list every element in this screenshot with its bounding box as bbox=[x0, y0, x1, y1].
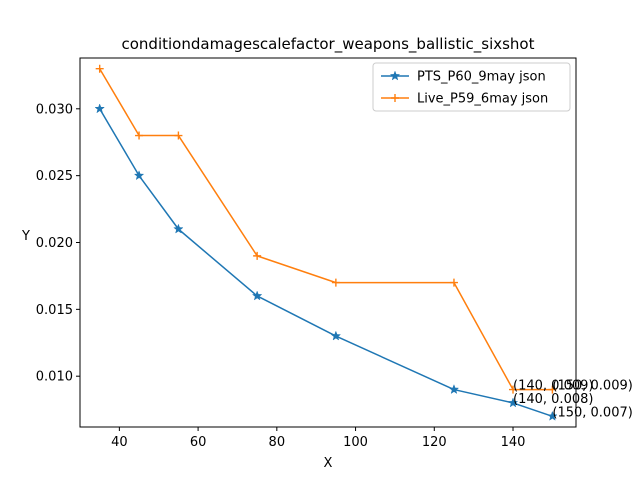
legend-entry: PTS_P60_9may json bbox=[381, 70, 546, 85]
x-tick-label: 80 bbox=[269, 435, 286, 450]
legend-entry: Live_P59_6may json bbox=[381, 92, 548, 107]
axes-frame bbox=[79, 57, 577, 428]
y-tick-label: 0.010 bbox=[36, 370, 73, 385]
y-tick-label: 0.025 bbox=[36, 169, 73, 184]
data-point bbox=[507, 397, 519, 408]
legend-box bbox=[372, 62, 571, 112]
y-tick-label: 0.020 bbox=[36, 236, 73, 251]
x-axis-label: X bbox=[324, 456, 333, 471]
x-tick-label: 60 bbox=[190, 435, 207, 450]
y-axis-label: Y bbox=[21, 229, 30, 244]
data-point bbox=[173, 223, 184, 234]
data-point bbox=[133, 170, 145, 181]
x-tick-label: 40 bbox=[111, 435, 128, 450]
legend: PTS_P60_9may json Live_P59_6may json bbox=[372, 62, 571, 112]
data-point bbox=[95, 64, 104, 73]
x-tick-label: 120 bbox=[422, 435, 447, 450]
legend-marker bbox=[389, 70, 401, 81]
series-line bbox=[99, 108, 553, 418]
x-axis: 40 60 80 100 120 140 bbox=[111, 427, 525, 450]
data-point bbox=[94, 103, 105, 114]
point-annotation: (140, 0.009) bbox=[513, 379, 593, 394]
data-point bbox=[331, 278, 340, 287]
series-2 bbox=[95, 64, 557, 394]
data-point bbox=[509, 385, 518, 394]
data-point bbox=[448, 384, 460, 395]
point-annotation: (150, 0.007) bbox=[552, 405, 632, 420]
point-annotation: (150, 0.009) bbox=[552, 379, 632, 394]
y-tick-label: 0.030 bbox=[36, 102, 73, 117]
data-point bbox=[449, 278, 458, 287]
x-tick-label: 140 bbox=[501, 435, 526, 450]
data-point bbox=[135, 131, 144, 140]
annotations: (140, 0.009)(150, 0.009)(140, 0.008)(150… bbox=[513, 379, 633, 421]
point-annotation: (140, 0.008) bbox=[513, 392, 593, 407]
data-point bbox=[330, 330, 342, 341]
data-point bbox=[253, 251, 262, 260]
y-axis: 0.010 0.015 0.020 0.025 0.030 bbox=[36, 102, 80, 385]
legend-marker bbox=[391, 94, 399, 102]
series-1 bbox=[94, 103, 558, 421]
legend-label: Live_P59_6may json bbox=[417, 92, 548, 107]
data-point bbox=[174, 131, 183, 140]
chart-title: conditiondamagescalefactor_weapons_balli… bbox=[122, 35, 535, 54]
plot-area bbox=[94, 64, 558, 421]
y-tick-label: 0.015 bbox=[36, 303, 73, 318]
x-tick-label: 100 bbox=[343, 435, 368, 450]
series-line bbox=[99, 68, 553, 391]
data-point bbox=[547, 410, 558, 421]
data-point bbox=[548, 385, 557, 394]
legend-label: PTS_P60_9may json bbox=[417, 70, 546, 85]
data-point bbox=[251, 290, 263, 301]
